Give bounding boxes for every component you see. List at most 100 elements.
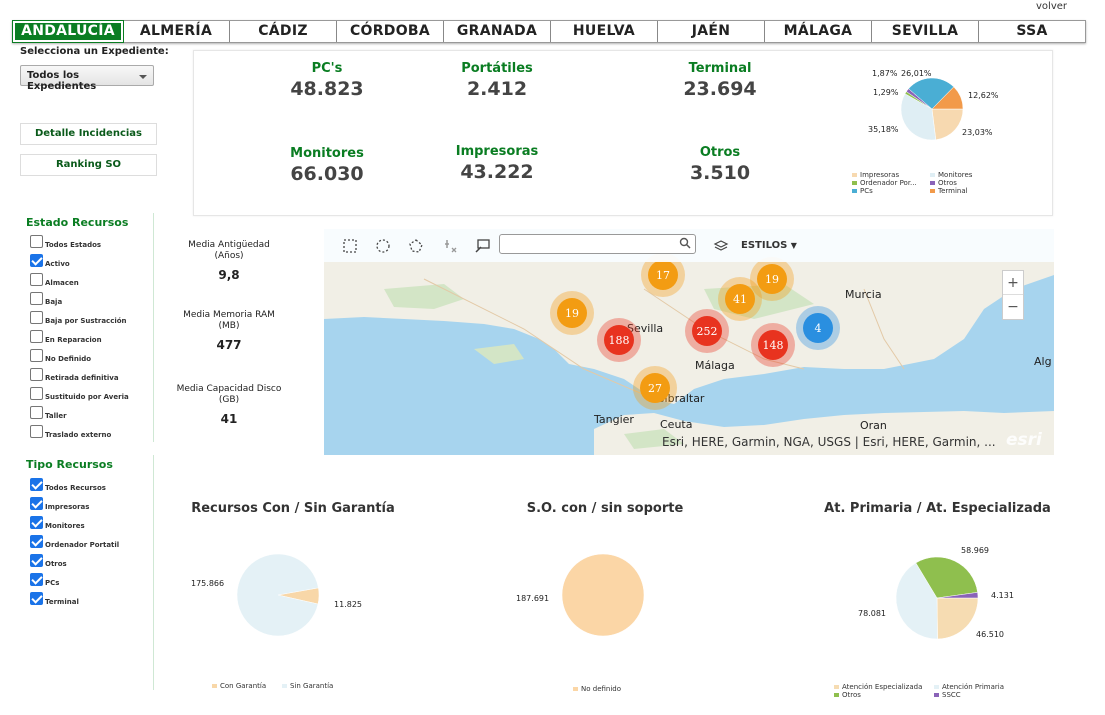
tipo-option[interactable]: Ordenador Portatil: [20, 535, 153, 554]
tab-4[interactable]: GRANADA: [444, 21, 551, 42]
comment-icon[interactable]: [475, 238, 491, 254]
estado-option[interactable]: Baja por Sustracción: [20, 311, 153, 330]
kpi-card: PC's 48.823: [237, 61, 417, 100]
legend-item[interactable]: No definido: [573, 685, 621, 693]
zoom-in-button[interactable]: +: [1003, 271, 1023, 295]
checkbox[interactable]: [30, 406, 43, 419]
pie-slice[interactable]: [900, 93, 937, 141]
tipo-option[interactable]: Terminal: [20, 592, 153, 611]
pie-slice[interactable]: [931, 86, 964, 110]
checkbox[interactable]: [30, 311, 43, 324]
estado-option[interactable]: Retirada definitiva: [20, 368, 153, 387]
pie-slice[interactable]: [561, 553, 645, 637]
legend-item[interactable]: SSCC: [934, 691, 961, 699]
tipo-option[interactable]: Otros: [20, 554, 153, 573]
cluster-count: 27: [648, 382, 662, 395]
zoom-out-button[interactable]: −: [1007, 299, 1019, 315]
checkbox[interactable]: [30, 573, 43, 586]
map-cluster[interactable]: 4: [796, 306, 840, 350]
estado-option[interactable]: Activo: [20, 254, 153, 273]
checkbox-label: PCs: [45, 579, 60, 587]
legend-item[interactable]: Otros: [834, 691, 861, 699]
checkbox[interactable]: [30, 516, 43, 529]
tab-6[interactable]: JAÉN: [658, 21, 765, 42]
expediente-select[interactable]: Todos los Expedientes: [20, 65, 154, 92]
legend-item[interactable]: Monitores: [930, 171, 972, 179]
checkbox[interactable]: [30, 387, 43, 400]
legend-item[interactable]: Con Garantía: [212, 682, 266, 690]
checkbox[interactable]: [30, 273, 43, 286]
avg-value: 41: [220, 412, 238, 426]
estado-option[interactable]: Traslado externo: [20, 425, 153, 444]
checkbox[interactable]: [30, 425, 43, 438]
checkbox[interactable]: [30, 535, 43, 548]
polygon-select-icon[interactable]: [408, 238, 424, 254]
tab-0[interactable]: ANDALUCÍA: [12, 20, 124, 43]
checkbox[interactable]: [30, 254, 43, 267]
pie-slice[interactable]: [908, 77, 955, 110]
map-cluster[interactable]: 188: [597, 318, 641, 362]
legend-item[interactable]: Terminal: [930, 187, 968, 195]
tipo-option[interactable]: Todos Recursos: [20, 478, 153, 497]
estado-option[interactable]: Taller: [20, 406, 153, 425]
map-cluster[interactable]: 19: [750, 257, 794, 301]
checkbox[interactable]: [30, 235, 43, 248]
checkbox[interactable]: [30, 349, 43, 362]
tipo-option[interactable]: Monitores: [20, 516, 153, 535]
map-cluster[interactable]: 19: [550, 291, 594, 335]
map-cluster[interactable]: 17: [641, 253, 685, 297]
tab-9[interactable]: SSA: [1016, 23, 1048, 39]
tab-1[interactable]: ALMERÍA: [123, 21, 230, 42]
pie-slice[interactable]: [915, 556, 978, 599]
estado-option[interactable]: Baja: [20, 292, 153, 311]
estilos-dropdown[interactable]: ESTILOS ▼: [741, 240, 797, 251]
legend-item[interactable]: Atención Especializada: [834, 683, 922, 691]
clear-selection-icon[interactable]: [442, 238, 458, 254]
map-search-input[interactable]: [499, 234, 696, 254]
tab-7[interactable]: MÁLAGA: [765, 21, 872, 42]
estado-option[interactable]: Almacen: [20, 273, 153, 292]
map-cluster[interactable]: 41: [718, 277, 762, 321]
legend-item[interactable]: Atención Primaria: [934, 683, 1004, 691]
checkbox[interactable]: [30, 330, 43, 343]
checkbox[interactable]: [30, 292, 43, 305]
tab-3[interactable]: CÓRDOBA: [337, 21, 444, 42]
tipo-option[interactable]: Impresoras: [20, 497, 153, 516]
checkbox[interactable]: [30, 554, 43, 567]
map-cluster[interactable]: 148: [751, 323, 795, 367]
pie-slice[interactable]: [936, 597, 979, 640]
pie-label: 11.825: [334, 600, 362, 609]
zoom-control: + −: [1002, 270, 1024, 320]
estado-option[interactable]: Todos Estados: [20, 235, 153, 254]
tab-5[interactable]: HUELVA: [551, 21, 658, 42]
map[interactable]: Murcia Alg Sevilla Málaga Gibraltar Tang…: [324, 229, 1054, 455]
map-cluster[interactable]: 252: [685, 309, 729, 353]
avg-value: 477: [216, 338, 242, 352]
tipo-option[interactable]: PCs: [20, 573, 153, 592]
pie-slice[interactable]: [936, 592, 979, 599]
estado-option[interactable]: En Reparacion: [20, 330, 153, 349]
tab-8[interactable]: SEVILLA: [872, 21, 979, 42]
checkbox[interactable]: [30, 592, 43, 605]
pie-slice[interactable]: [236, 553, 319, 637]
search-icon[interactable]: [679, 237, 691, 249]
checkbox[interactable]: [30, 497, 43, 510]
legend-item[interactable]: Ordenador Por...: [852, 179, 917, 187]
ranking-so-button[interactable]: Ranking SO: [20, 154, 157, 176]
layers-icon[interactable]: [713, 238, 729, 254]
pie-slice[interactable]: [931, 108, 964, 141]
tab-2[interactable]: CÁDIZ: [230, 21, 337, 42]
circle-select-icon[interactable]: [375, 238, 391, 254]
legend-item[interactable]: Sin Garantía: [282, 682, 333, 690]
legend-item[interactable]: Impresoras: [852, 171, 899, 179]
estado-option[interactable]: Sustituido por Averia: [20, 387, 153, 406]
detalle-incidencias-button[interactable]: Detalle Incidencias: [20, 123, 157, 145]
legend-item[interactable]: PCs: [852, 187, 873, 195]
estado-option[interactable]: No Definido: [20, 349, 153, 368]
volver-link[interactable]: volver: [1036, 1, 1067, 12]
checkbox[interactable]: [30, 368, 43, 381]
checkbox[interactable]: [30, 478, 43, 491]
legend-item[interactable]: Otros: [930, 179, 957, 187]
rectangle-select-icon[interactable]: [342, 238, 358, 254]
map-cluster[interactable]: 27: [633, 366, 677, 410]
